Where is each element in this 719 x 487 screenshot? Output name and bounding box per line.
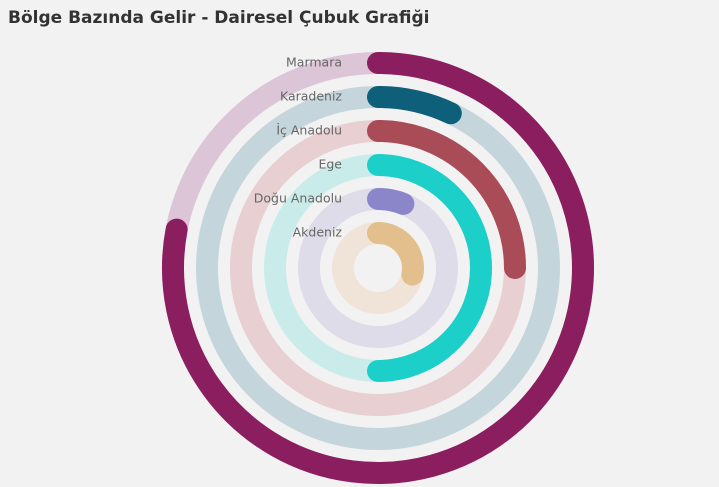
radial-bar bbox=[367, 120, 526, 279]
category-label: İç Anadolu bbox=[276, 123, 342, 138]
radial-bar bbox=[367, 188, 415, 215]
category-label: Marmara bbox=[286, 55, 342, 70]
category-label: Ege bbox=[318, 157, 342, 172]
category-label: Doğu Anadolu bbox=[254, 191, 342, 206]
category-label: Karadeniz bbox=[280, 89, 342, 104]
category-label: Akdeniz bbox=[293, 225, 343, 240]
radial-bar bbox=[367, 154, 492, 382]
radial-bar bbox=[367, 86, 462, 125]
chart-title: Bölge Bazında Gelir - Dairesel Çubuk Gra… bbox=[8, 8, 430, 28]
radial-bar bbox=[367, 222, 424, 286]
radial-bar bbox=[162, 52, 594, 484]
